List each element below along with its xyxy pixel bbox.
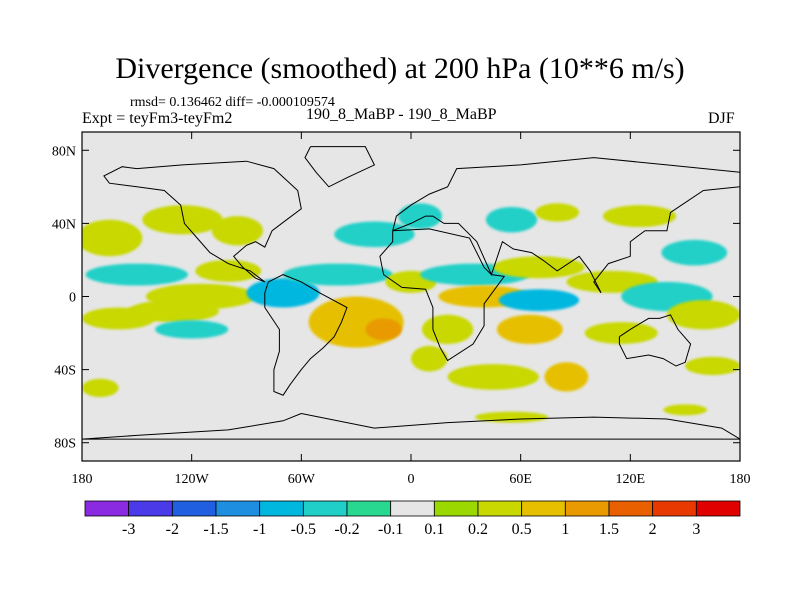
field-contour-3 bbox=[211, 216, 263, 246]
field-contour-19 bbox=[493, 256, 585, 279]
colorbar-label: -0.1 bbox=[378, 521, 403, 538]
field-contour-12 bbox=[283, 263, 393, 286]
colorbar-label: 3 bbox=[692, 521, 700, 538]
field-contour-2 bbox=[142, 205, 223, 235]
chart-title: Divergence (smoothed) at 200 hPa (10**6 … bbox=[115, 52, 685, 85]
colorbar-swatch-1 bbox=[128, 500, 173, 517]
field-contour-21 bbox=[496, 314, 563, 345]
field-contour-35 bbox=[663, 404, 708, 416]
y-tick-label: 40S bbox=[54, 364, 76, 379]
colorbar-swatch-8 bbox=[433, 500, 479, 517]
stats-line: rmsd= 0.136462 diff= -0.000109574 bbox=[130, 95, 335, 110]
colorbar-swatch-11 bbox=[564, 500, 610, 517]
colorbar-label: -0.5 bbox=[291, 521, 316, 538]
colorbar-swatch-10 bbox=[521, 500, 566, 517]
x-tick-label: 180 bbox=[72, 472, 93, 487]
field-contour-13 bbox=[334, 221, 415, 248]
field-contour-29 bbox=[666, 300, 740, 330]
x-tick-label: 60E bbox=[509, 472, 532, 487]
colorbar-label: -1 bbox=[253, 521, 266, 538]
y-tick-label: 80N bbox=[52, 144, 76, 159]
field-contour-9 bbox=[155, 320, 229, 339]
x-tick-label: 120W bbox=[175, 472, 210, 487]
x-tick-label: 0 bbox=[408, 472, 415, 487]
colorbar-swatch-7 bbox=[390, 500, 435, 517]
x-tick-label: 180 bbox=[730, 472, 751, 487]
season-label: DJF bbox=[708, 110, 735, 127]
field-contour-30 bbox=[584, 322, 658, 345]
field-contour-11 bbox=[365, 318, 402, 341]
coastline-south-america bbox=[264, 274, 348, 396]
coastline-eurasia bbox=[392, 157, 740, 294]
field-contour-4 bbox=[195, 259, 262, 282]
colorbar-swatch-13 bbox=[652, 500, 697, 517]
field-contour-31 bbox=[685, 356, 740, 376]
colorbar-swatch-6 bbox=[346, 500, 392, 517]
field-contour-22 bbox=[421, 314, 474, 345]
field-contour-15 bbox=[398, 203, 443, 229]
colorbar-swatch-0 bbox=[84, 500, 130, 517]
field-contour-36 bbox=[82, 378, 119, 398]
colorbar-label: 0.5 bbox=[512, 521, 532, 538]
coastline-australia bbox=[618, 314, 692, 367]
field-contour-32 bbox=[602, 205, 677, 228]
colorbar-label: -1.5 bbox=[203, 521, 228, 538]
x-tick-label: 120E bbox=[616, 472, 646, 487]
colorbar-label: 0.1 bbox=[424, 521, 444, 538]
colorbar-label: 1.5 bbox=[599, 521, 619, 538]
field-contour-25 bbox=[544, 362, 589, 392]
field-contour-18 bbox=[485, 206, 538, 233]
colorbar-swatch-3 bbox=[215, 500, 261, 517]
colorbar-label: 1 bbox=[561, 521, 569, 538]
y-tick-label: 40N bbox=[52, 217, 76, 232]
coastline-north-america bbox=[103, 160, 302, 283]
coastline-greenland bbox=[304, 146, 376, 188]
field-contour-8 bbox=[82, 307, 156, 330]
field-contour-20 bbox=[498, 289, 580, 312]
colorbar-label: -0.2 bbox=[334, 521, 359, 538]
x-tick-label: 60W bbox=[288, 472, 316, 487]
colorbar-swatch-4 bbox=[259, 500, 304, 517]
colorbar-swatch-12 bbox=[608, 500, 654, 517]
y-tick-label: 80S bbox=[54, 437, 76, 452]
field-contour-1 bbox=[85, 263, 189, 286]
field-contour-28 bbox=[661, 239, 728, 266]
field-contour-33 bbox=[535, 203, 580, 222]
colorbar-swatch-5 bbox=[302, 500, 348, 517]
colorbar-swatch-2 bbox=[171, 500, 217, 517]
experiment-label: Expt = teyFm3-teyFm2 bbox=[82, 110, 233, 127]
colorbar-label: 2 bbox=[649, 521, 657, 538]
colorbar-label: -2 bbox=[166, 521, 179, 538]
colorbar-swatch-14 bbox=[695, 500, 741, 517]
field-contour-24 bbox=[447, 364, 539, 390]
y-tick-label: 0 bbox=[69, 291, 76, 306]
colorbar-label: 0.2 bbox=[468, 521, 488, 538]
coastline-africa bbox=[379, 228, 506, 362]
coastline-antarctica bbox=[82, 413, 740, 440]
colorbar-label: -3 bbox=[122, 521, 135, 538]
period-label: 190_8_MaBP - 190_8_MaBP bbox=[306, 106, 497, 123]
field-contour-0 bbox=[82, 219, 143, 257]
field-contour-23 bbox=[411, 345, 448, 372]
colorbar-swatch-9 bbox=[477, 500, 523, 517]
